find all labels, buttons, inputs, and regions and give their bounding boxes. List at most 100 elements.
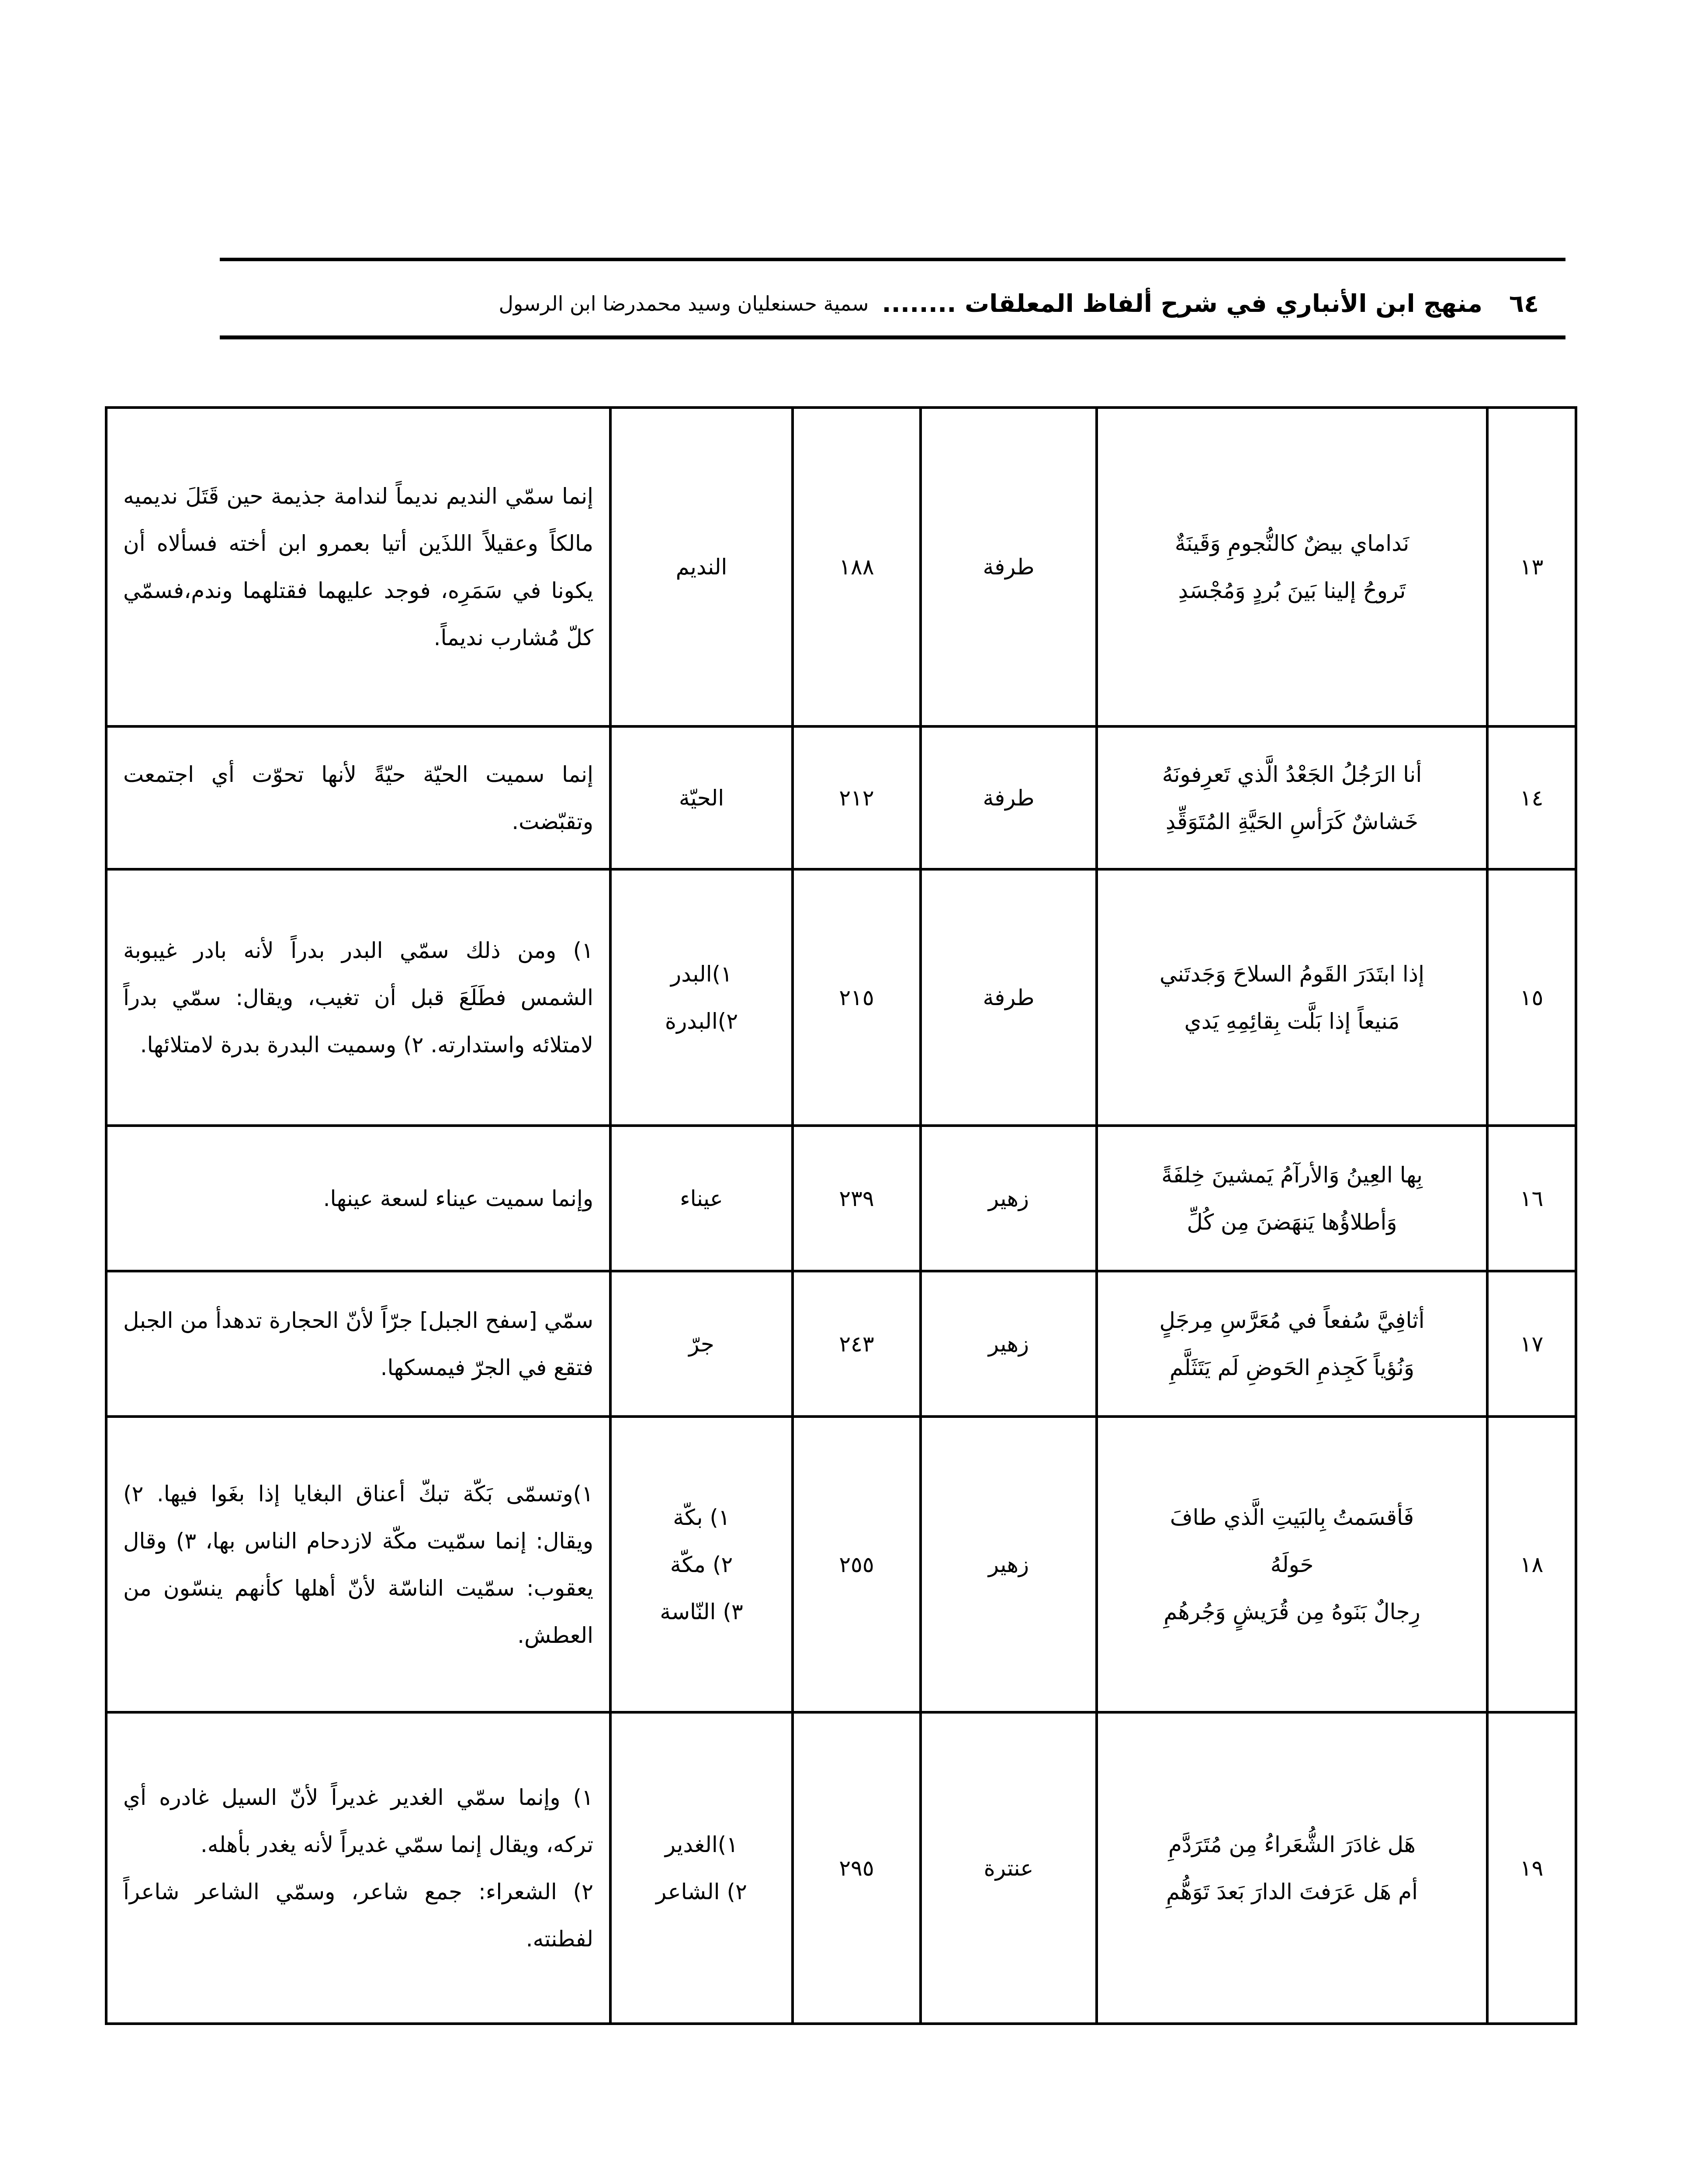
verse-cell-line: وَنُؤياً كَجِذمِ الحَوضِ لَم يَتَثَلَّمِ: [1169, 1355, 1414, 1380]
verse-cell: هَل غادَرَ الشُّعَراءُ مِن مُتَرَدَّمِ أم…: [1095, 1711, 1489, 2025]
row-index: ١٦: [1486, 1124, 1577, 1272]
running-authors: سمية حسنعليان وسيد محمدرضا ابن الرسول: [499, 292, 869, 315]
verse-cell-line: خَشاشٌ كَرَأسِ الحَيَّةِ المُتَوَقِّدِ: [1165, 809, 1419, 834]
poet-cell: طرفة: [919, 725, 1098, 871]
verse-cell-line: أم هَل عَرَفتَ الدارَ بَعدَ تَوَهُّمِ: [1166, 1879, 1418, 1904]
running-title: منهج ابن الأنباري في شرح ألفاظ المعلقات …: [882, 289, 1482, 318]
verse-cell-line: أثافِيَّ سُفعاً في مُعَرَّسِ مِرجَلٍ: [1159, 1307, 1425, 1333]
row-index: ١٥: [1486, 868, 1577, 1127]
verse-cell: نَداماي بيضٌ كالنُّجومِ وَقَينَةٌ تَروحُ …: [1095, 406, 1489, 728]
word-cell-line: ٢) مكّة: [670, 1552, 733, 1577]
word-cell-line: ١)البدر: [671, 961, 732, 987]
explanation-cell: ١)وتسمّى بَكّة تبكّ أعناق البغايا إذا بغ…: [105, 1415, 612, 1714]
row-index: ١٣: [1486, 406, 1577, 728]
row-index-line: ١٦: [1520, 1185, 1544, 1211]
verse-number-cell: ٢٥٥: [791, 1415, 922, 1714]
explanation-cell: إنما سمّي النديم نديماً لندامة جذيمة حين…: [105, 406, 612, 728]
row-index: ١٨: [1486, 1415, 1577, 1714]
table-row: ١٨ فَأقسَمتُ بِالبَيتِ الَّذي طافَ حَولَهُ…: [105, 1415, 1577, 1714]
verse-cell: أنا الرَجُلُ الجَعْدُ الَّذي تَعرِفونَهُ…: [1095, 725, 1489, 871]
row-index: ١٩: [1486, 1711, 1577, 2025]
word-cell: عيناء: [609, 1124, 794, 1272]
verse-cell: بِها العِينُ وَالأرآمُ يَمشينَ خِلفَةً وَ…: [1095, 1124, 1489, 1272]
word-cell: ١)الغدير ٢) الشاعر: [609, 1711, 794, 2025]
verse-cell-line: رِجالٌ بَنَوهُ مِن قُرَيشٍ وَجُرهُمِ: [1164, 1599, 1420, 1624]
poet-cell: طرفة: [919, 868, 1098, 1127]
verse-number-cell-line: ٢٣٩: [839, 1185, 874, 1211]
word-cell-line: جرّ: [689, 1331, 714, 1357]
explanation-text: ١) ومن ذلك سمّي البدر بدراً لأنه بادر غي…: [123, 937, 593, 1057]
word-cell: ١) بكّة ٢) مكّة ٣) النّاسة: [609, 1415, 794, 1714]
poet-cell: زهير: [919, 1415, 1098, 1714]
explanation-text: ٢) الشعراء: جمع شاعر، وسمّي الشاعر شاعرا…: [123, 1879, 593, 1952]
verse-number-cell: ٢١٥: [791, 868, 922, 1127]
verse-cell-line: فَأقسَمتُ بِالبَيتِ الَّذي طافَ: [1170, 1504, 1414, 1530]
table-row: ١٤ أنا الرَجُلُ الجَعْدُ الَّذي تَعرِفونَ…: [105, 725, 1577, 871]
word-cell: ١)البدر ٢)البدرة: [609, 868, 794, 1127]
verse-number-cell: ٢١٢: [791, 725, 922, 871]
word-cell-line: ٣) النّاسة: [660, 1599, 743, 1624]
poet-cell-line: طرفة: [983, 554, 1035, 580]
verse-cell: فَأقسَمتُ بِالبَيتِ الَّذي طافَ حَولَهُ رِ…: [1095, 1415, 1489, 1714]
row-index-line: ١٩: [1520, 1855, 1544, 1881]
row-index-line: ١٣: [1520, 554, 1544, 580]
poet-cell-line: زهير: [988, 1331, 1029, 1357]
word-cell-line: ١) بكّة: [673, 1504, 730, 1530]
verse-number-cell: ٢٣٩: [791, 1124, 922, 1272]
poet-cell-line: طرفة: [983, 985, 1035, 1010]
row-index-line: ١٧: [1520, 1331, 1544, 1357]
explanation-text: سمّي [سفح الجبل] جرّاً لأنّ الحجارة تدهد…: [123, 1307, 593, 1380]
word-cell-line: عيناء: [680, 1185, 723, 1211]
poet-cell-line: زهير: [988, 1552, 1029, 1577]
explanation-text: ١) وإنما سمّي الغدير غديراً لأنّ السيل غ…: [123, 1784, 593, 1857]
word-cell-line: النديم: [675, 554, 727, 580]
explanation-cell: وإنما سميت عيناء لسعة عينها.: [105, 1124, 612, 1272]
poet-cell-line: عنترة: [984, 1855, 1034, 1881]
verse-cell-line: إذا ابتَدَرَ القَومُ السلاحَ وَجَدتَني: [1160, 961, 1424, 987]
verse-number-cell-line: ١٨٨: [839, 554, 874, 580]
poet-cell-line: طرفة: [983, 785, 1035, 811]
explanation-cell: إنما سميت الحيّة حيّةً لأنها تحوّت أي اج…: [105, 725, 612, 871]
verse-cell-line: وَأطلاؤُها يَنهَضنَ مِن كُلِّ: [1187, 1209, 1397, 1235]
explanation-cell: ١) وإنما سمّي الغدير غديراً لأنّ السيل غ…: [105, 1711, 612, 2025]
verse-number-cell: ١٨٨: [791, 406, 922, 728]
poet-cell: طرفة: [919, 406, 1098, 728]
verse-number-cell: ٢٩٥: [791, 1711, 922, 2025]
table-row: ١٧ أثافِيَّ سُفعاً في مُعَرَّسِ مِرجَلٍ وَ…: [105, 1270, 1577, 1418]
table-row: ١٥ إذا ابتَدَرَ القَومُ السلاحَ وَجَدتَني…: [105, 868, 1577, 1127]
header-rule-top: [220, 258, 1565, 261]
word-cell: الحيّة: [609, 725, 794, 871]
running-header: ٦٤ منهج ابن الأنباري في شرح ألفاظ المعلق…: [220, 271, 1565, 336]
row-index-line: ١٨: [1520, 1552, 1544, 1577]
word-cell-line: ٢) الشاعر: [656, 1879, 747, 1904]
header-rule-bottom: [220, 335, 1565, 339]
verse-cell-line: هَل غادَرَ الشُّعَراءُ مِن مُتَرَدَّمِ: [1168, 1832, 1416, 1857]
verse-number-cell-line: ٢١٢: [839, 785, 874, 811]
poet-cell-line: زهير: [988, 1185, 1029, 1211]
word-cell: النديم: [609, 406, 794, 728]
explanation-text: إنما سمّي النديم نديماً لندامة جذيمة حين…: [123, 484, 593, 650]
explanation-text: ١)وتسمّى بَكّة تبكّ أعناق البغايا إذا بغ…: [123, 1481, 593, 1648]
poet-cell: زهير: [919, 1270, 1098, 1418]
verse-cell: إذا ابتَدَرَ القَومُ السلاحَ وَجَدتَني مَ…: [1095, 868, 1489, 1127]
table-row: ١٦ بِها العِينُ وَالأرآمُ يَمشينَ خِلفَةً…: [105, 1124, 1577, 1272]
word-cell-line: الحيّة: [679, 785, 724, 811]
verse-number-cell-line: ٢١٥: [839, 985, 874, 1010]
row-index: ١٤: [1486, 725, 1577, 871]
verse-number-cell-line: ٢٥٥: [839, 1552, 874, 1577]
verse-number-cell-line: ٢٩٥: [839, 1855, 874, 1881]
verse-number-cell: ٢٤٣: [791, 1270, 922, 1418]
words-table: ١٣ نَداماي بيضٌ كالنُّجومِ وَقَينَةٌ تَروح…: [105, 406, 1577, 2025]
verse-cell-line: حَولَهُ: [1270, 1552, 1314, 1577]
table-body: ١٣ نَداماي بيضٌ كالنُّجومِ وَقَينَةٌ تَروح…: [105, 406, 1577, 2025]
word-cell-line: ١)الغدير: [665, 1832, 738, 1857]
verse-cell-line: مَنيعاً إذا بَلَّت بِقائِمِهِ يَدي: [1184, 1008, 1400, 1034]
table-row: ١٣ نَداماي بيضٌ كالنُّجومِ وَقَينَةٌ تَروح…: [105, 406, 1577, 728]
explanation-cell: ١) ومن ذلك سمّي البدر بدراً لأنه بادر غي…: [105, 868, 612, 1127]
verse-cell-line: تَروحُ إلينا بَينَ بُردٍ وَمُجْسَدِ: [1178, 578, 1406, 603]
table-wrapper: ١٣ نَداماي بيضٌ كالنُّجومِ وَقَينَةٌ تَروح…: [105, 406, 1577, 2025]
page-number: ٦٤: [1509, 289, 1539, 318]
verse-cell-line: بِها العِينُ وَالأرآمُ يَمشينَ خِلفَةً: [1161, 1162, 1423, 1188]
word-cell: جرّ: [609, 1270, 794, 1418]
verse-number-cell-line: ٢٤٣: [839, 1331, 874, 1357]
